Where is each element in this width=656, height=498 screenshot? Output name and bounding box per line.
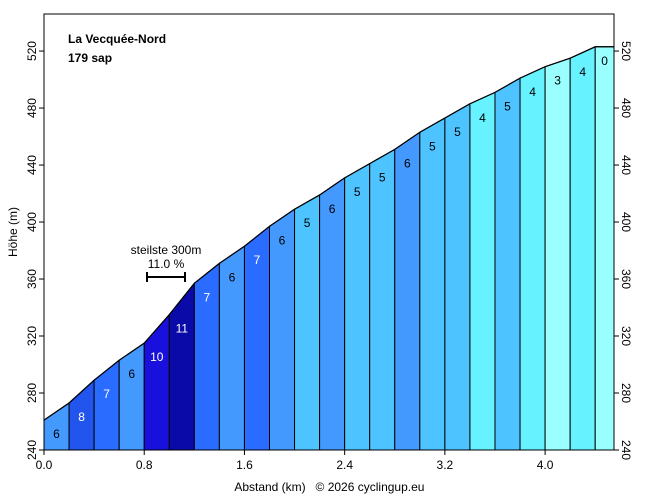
chart-title: La Vecquée-Nord: [68, 32, 166, 46]
y2-tick-label: 520: [619, 41, 633, 61]
grade-label: 6: [53, 427, 60, 441]
grade-label: 6: [128, 367, 135, 381]
grade-label: 6: [229, 270, 236, 284]
y-tick-label: 280: [25, 383, 39, 403]
grade-segment: [494, 77, 521, 451]
grade-label: 5: [304, 216, 311, 230]
chart-subtitle: 179 sap: [68, 51, 112, 65]
x-axis-label: Abstand (km): [234, 480, 305, 494]
grade-label: 5: [379, 171, 386, 185]
y-axis-label: Höhe (m): [6, 207, 20, 257]
y-tick-label: 520: [25, 41, 39, 61]
steepest-grade: 11.0 %: [148, 257, 185, 271]
x-tick-label: 3.2: [437, 458, 454, 472]
x-tick-label: 4.0: [537, 458, 554, 472]
grade-label: 11: [176, 322, 189, 336]
grade-label: 5: [504, 99, 511, 113]
grade-label: 5: [454, 125, 461, 139]
y-tick-label: 400: [25, 212, 39, 232]
grade-segment: [369, 148, 396, 451]
grade-segment: [294, 194, 321, 451]
grade-label: 5: [429, 139, 436, 153]
grade-label: 7: [204, 290, 211, 304]
profile-line: [43, 46, 614, 421]
y2-tick-label: 400: [619, 212, 633, 232]
grade-label: 4: [479, 111, 486, 125]
grade-segment: [519, 65, 546, 451]
steepest-label: steilste 300m: [131, 243, 202, 257]
y2-tick-label: 240: [619, 440, 633, 460]
plot-frame: [43, 13, 615, 451]
grade-label: 3: [554, 74, 561, 88]
y-tick-label: 360: [25, 269, 39, 289]
y2-tick-label: 280: [619, 383, 633, 403]
x-tick-label: 0.0: [36, 458, 53, 472]
grade-label: 6: [279, 233, 286, 247]
grade-segment: [118, 342, 145, 451]
y-tick-label: 320: [25, 326, 39, 346]
grade-label: 7: [103, 387, 110, 401]
grade-label: 0: [601, 54, 608, 68]
y-tick-label: 480: [25, 98, 39, 118]
x-tick-label: 0.8: [136, 458, 153, 472]
grade-segment: [544, 57, 571, 451]
x-tick-label: 2.4: [336, 458, 353, 472]
grade-label: 4: [579, 65, 586, 79]
grade-segment: [394, 131, 421, 451]
grade-segment: [444, 102, 471, 451]
grade-label: 5: [354, 185, 361, 199]
grade-label: 6: [404, 156, 411, 170]
y2-tick-label: 320: [619, 326, 633, 346]
grade-label: 8: [78, 410, 85, 424]
grade-segment: [594, 46, 615, 451]
y2-tick-label: 440: [619, 155, 633, 175]
y2-tick-label: 480: [619, 98, 633, 118]
grade-segment: [419, 117, 446, 451]
grade-label: 6: [329, 202, 336, 216]
credit: © 2026 cyclingup.eu: [316, 480, 425, 494]
grade-label: 4: [529, 85, 536, 99]
y-tick-label: 240: [25, 440, 39, 460]
x-tick-label: 1.6: [236, 458, 253, 472]
grade-segment: [319, 176, 346, 451]
steepest-bracket: [146, 272, 186, 282]
grade-label: 10: [150, 350, 164, 364]
y2-tick-label: 360: [619, 269, 633, 289]
grade-segment: [569, 45, 596, 451]
grade-segment: [344, 162, 371, 451]
grade-label: 7: [254, 253, 261, 267]
y-tick-label: 440: [25, 155, 39, 175]
grade-segment: [469, 91, 496, 451]
